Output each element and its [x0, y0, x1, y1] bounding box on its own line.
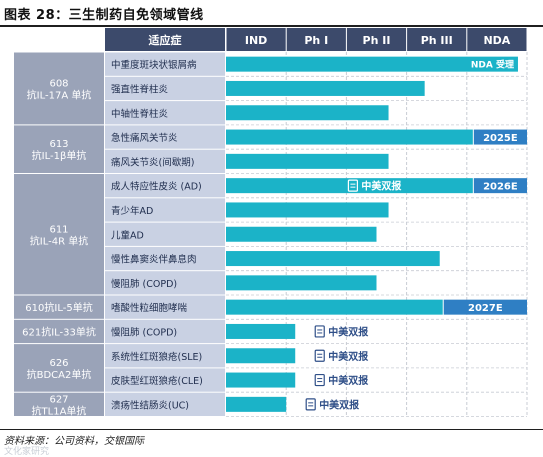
- progress-bar: [226, 226, 377, 242]
- target-year-label: 2026E: [483, 182, 518, 193]
- dual-filing-badge: 中美双报: [319, 398, 359, 411]
- group-label: 627 抗TL1A单抗: [32, 394, 87, 417]
- indication-cell: [105, 198, 225, 222]
- header-cell-stage: [346, 28, 407, 51]
- indication-label: 急性痛风关节炎: [111, 132, 178, 144]
- indication-label: 慢阻肺 (COPD): [111, 278, 177, 290]
- indication-cell: [105, 149, 225, 173]
- indication-label: 慢阻肺 (COPD): [111, 326, 177, 338]
- indication-label: 嗜酸性粒细胞哮喘: [111, 302, 188, 314]
- target-year-box: [473, 129, 527, 145]
- group-label: 611 抗IL-4R 单抗: [30, 224, 88, 247]
- indication-label: 儿童AD: [111, 229, 144, 241]
- group-cell: [14, 392, 104, 416]
- progress-bar: [226, 372, 296, 388]
- target-year-label: 2025E: [483, 133, 518, 144]
- indication-cell: [105, 246, 225, 271]
- target-year-box: [443, 299, 527, 315]
- progress-bar: [226, 153, 389, 169]
- indication-cell: [105, 295, 225, 319]
- title-rule: [0, 25, 543, 27]
- indication-label: 溃疡性结肠炎(UC): [111, 399, 189, 411]
- badge-document-icon: [314, 373, 325, 387]
- header-cell-stage: [286, 28, 346, 51]
- header-label-stage: NDA: [483, 34, 510, 47]
- header-cell-stage: [467, 28, 527, 51]
- indication-cell: [105, 101, 225, 125]
- badge-document-icon: [314, 349, 325, 362]
- group-label: 621抗IL-33单抗: [22, 325, 96, 338]
- status-label: NDA 受理: [471, 59, 514, 71]
- header-cell-stage: [226, 28, 286, 51]
- indication-cell: [105, 174, 225, 198]
- progress-bar: [226, 178, 473, 194]
- header-label-stage: IND: [245, 34, 267, 47]
- progress-bar: [226, 396, 287, 412]
- group-cell: [14, 344, 104, 392]
- target-year-label: 2027E: [468, 303, 503, 314]
- header-cell-indication: [105, 28, 225, 51]
- badge-document-icon: [314, 325, 325, 338]
- indication-label: 成人特应性皮炎 (AD): [111, 181, 202, 193]
- progress-bar: [226, 299, 443, 315]
- target-year-box: [473, 178, 527, 194]
- indication-cell: [105, 271, 225, 295]
- group-cell: [14, 319, 104, 344]
- header-label-stage: Ph I: [304, 34, 328, 47]
- indication-label: 皮肤型红斑狼疮(CLE): [111, 375, 203, 387]
- indication-cell: [105, 125, 225, 149]
- indication-label: 慢性鼻窦炎伴鼻息肉: [111, 254, 197, 266]
- indication-cell: [105, 392, 225, 416]
- group-cell: [14, 174, 104, 295]
- dual-filing-badge: 中美双报: [328, 374, 368, 387]
- source-note: 资料来源：公司资料，交银国际: [4, 436, 144, 447]
- progress-bar: [226, 56, 518, 72]
- indication-cell: [105, 222, 225, 246]
- progress-bar: [226, 323, 296, 339]
- progress-bar: [226, 202, 389, 218]
- progress-bar: [226, 105, 389, 121]
- header-label-indication: 适应症: [149, 33, 182, 47]
- indication-label: 强直性脊柱炎: [111, 83, 169, 95]
- header-cell-stage: [407, 28, 467, 51]
- indication-cell: [105, 368, 225, 392]
- progress-bar: [226, 251, 440, 267]
- progress-bar: [226, 129, 473, 145]
- group-cell: [14, 125, 104, 173]
- group-label: 626 抗BDCA2单抗: [27, 358, 92, 381]
- group-cell: [14, 52, 104, 125]
- indication-label: 中重度斑块状银屑病: [111, 59, 197, 71]
- group-label: 610抗IL-5单抗: [25, 301, 92, 314]
- dual-filing-badge: 中美双报: [361, 180, 401, 193]
- footer-rule: [0, 429, 543, 430]
- group-label: 613 抗IL-1β单抗: [32, 139, 87, 162]
- header-label-stage: Ph III: [421, 34, 453, 47]
- indication-label: 中轴性脊柱炎: [111, 108, 169, 120]
- group-label: 608 抗IL-17A 单抗: [27, 78, 92, 101]
- progress-bar: [226, 348, 296, 364]
- indication-cell: [105, 76, 225, 101]
- indication-label: 青少年AD: [111, 205, 153, 217]
- progress-bar: [226, 275, 377, 291]
- progress-bar: [226, 80, 425, 96]
- indication-label: 痛风关节炎(间歇期): [111, 156, 194, 168]
- dual-filing-badge: 中美双报: [328, 325, 368, 338]
- badge-document-icon: [305, 398, 316, 411]
- watermark: 文化家研究: [4, 447, 50, 457]
- group-cell: [14, 295, 104, 319]
- indication-cell: [105, 52, 225, 76]
- badge-document-icon: [347, 179, 358, 192]
- header-label-stage: Ph II: [363, 34, 391, 47]
- pipeline-chart: 适应症 IND Ph I Ph II Ph III NDA 608 抗IL-17A 单抗 613…: [14, 28, 528, 417]
- indication-cell: [105, 344, 225, 368]
- indication-label: 系统性红斑狼疮(SLE): [111, 351, 202, 363]
- dual-filing-badge: 中美双报: [328, 350, 368, 363]
- figure-title: 图表 28：三生制药自免领域管线: [4, 8, 204, 23]
- indication-cell: [105, 319, 225, 344]
